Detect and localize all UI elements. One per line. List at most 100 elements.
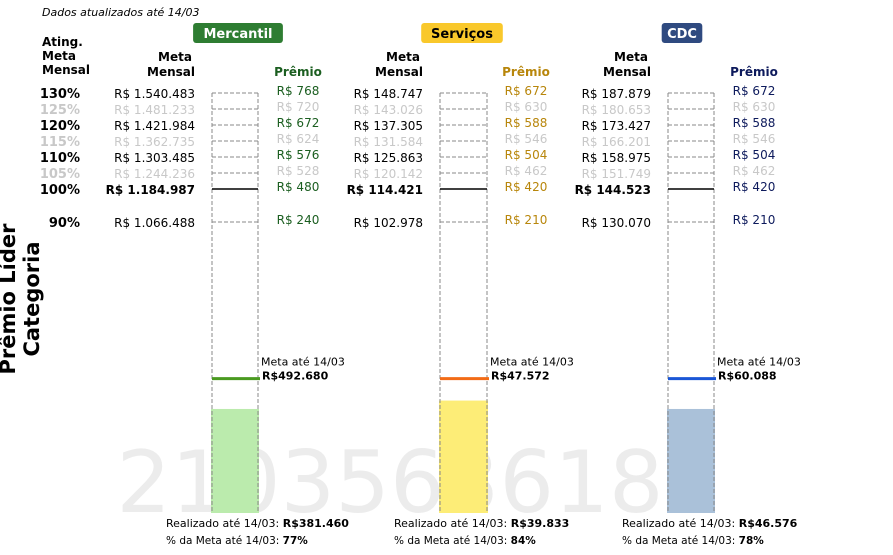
pct-meta-text: % da Meta até 14/03: 78% [622, 535, 764, 547]
premio-value: R$ 624 [277, 132, 320, 146]
premio-header: Prêmio [274, 65, 322, 79]
pct-meta-text: % da Meta até 14/03: 77% [166, 535, 308, 547]
meta-header: Mensal [603, 65, 651, 79]
meta-value: R$ 187.879 [582, 87, 651, 101]
meta-value: R$ 1.303.485 [114, 151, 195, 165]
level-label: 120% [40, 119, 80, 134]
meta-value: R$ 1.362.735 [114, 135, 195, 149]
meta-value: R$ 180.653 [582, 103, 651, 117]
meta-ate-value: R$492.680 [262, 370, 329, 383]
meta-value: R$ 144.523 [575, 183, 651, 197]
premio-value: R$ 546 [505, 132, 548, 146]
meta-ate-value: R$60.088 [718, 370, 777, 383]
meta-value: R$ 158.975 [582, 151, 651, 165]
left-header-line: Meta [42, 49, 76, 63]
meta-value: R$ 1.481.233 [114, 103, 195, 117]
updated-note: Dados atualizados até 14/03 [42, 6, 200, 19]
premio-value: R$ 210 [505, 213, 548, 227]
level-label: 110% [40, 151, 80, 166]
pct-meta-label: % da Meta até 14/03: [166, 535, 283, 547]
premio-value: R$ 240 [277, 213, 320, 227]
pct-meta-value: 84% [511, 535, 537, 547]
left-header-line: Mensal [42, 63, 90, 77]
premio-value: R$ 588 [505, 116, 548, 130]
premio-value: R$ 672 [505, 84, 548, 98]
meta-value: R$ 166.201 [582, 135, 651, 149]
meta-value: R$ 137.305 [354, 119, 423, 133]
pct-meta-value: 77% [283, 535, 309, 547]
premio-value: R$ 504 [505, 148, 548, 162]
category-badge [193, 23, 283, 43]
category-badge [421, 23, 503, 43]
premio-value: R$ 420 [733, 180, 776, 194]
meta-value: R$ 1.540.483 [114, 87, 195, 101]
level-label: 125% [40, 103, 80, 118]
premio-value: R$ 576 [277, 148, 320, 162]
category-badge-label: Serviços [431, 27, 493, 42]
meta-value: R$ 1.184.987 [106, 183, 195, 197]
realizado-text: Realizado até 14/03: R$381.460 [166, 517, 349, 530]
meta-value: R$ 114.421 [347, 183, 423, 197]
meta-header: Mensal [147, 65, 195, 79]
watermark: 2103563618 [116, 433, 663, 533]
realizado-text: Realizado até 14/03: R$39.833 [394, 517, 569, 530]
realizado-label: Realizado até 14/03: [622, 517, 739, 530]
premio-value: R$ 528 [277, 164, 320, 178]
realizado-value: R$46.576 [739, 517, 798, 530]
pct-meta-label: % da Meta até 14/03: [622, 535, 739, 547]
premio-value: R$ 462 [505, 164, 548, 178]
premio-header: Prêmio [730, 65, 778, 79]
meta-ate-label: Meta até 14/03 [261, 356, 345, 369]
meta-value: R$ 102.978 [354, 216, 423, 230]
category-badge-label: Mercantil [203, 27, 272, 42]
realizado-label: Realizado até 14/03: [166, 517, 283, 530]
y-axis-title: Prêmio Líder Categoria [0, 223, 44, 375]
meta-value: R$ 125.863 [354, 151, 423, 165]
realizado-text: Realizado até 14/03: R$46.576 [622, 517, 798, 530]
meta-ate-value: R$47.572 [491, 370, 550, 383]
pct-meta-text: % da Meta até 14/03: 84% [394, 535, 536, 547]
premio-value: R$ 504 [733, 148, 776, 162]
premio-value: R$ 720 [277, 100, 320, 114]
meta-value: R$ 120.142 [354, 167, 423, 181]
premio-value: R$ 630 [505, 100, 548, 114]
meta-value: R$ 1.066.488 [114, 216, 195, 230]
premio-value: R$ 546 [733, 132, 776, 146]
realizado-value: R$39.833 [511, 517, 570, 530]
meta-value: R$ 1.421.984 [114, 119, 195, 133]
level-label: 105% [40, 167, 80, 182]
meta-value: R$ 173.427 [582, 119, 651, 133]
pct-meta-value: 78% [739, 535, 765, 547]
premio-value: R$ 672 [733, 84, 776, 98]
premio-value: R$ 420 [505, 180, 548, 194]
premio-header: Prêmio [502, 65, 550, 79]
meta-ate-label: Meta até 14/03 [717, 356, 801, 369]
realizado-value: R$381.460 [283, 517, 350, 530]
level-label: 115% [40, 135, 80, 150]
meta-header: Meta [386, 50, 420, 64]
left-header-line: Ating. [42, 35, 83, 49]
meta-value: R$ 131.584 [354, 135, 423, 149]
premio-value: R$ 210 [733, 213, 776, 227]
premio-value: R$ 672 [277, 116, 320, 130]
pct-meta-label: % da Meta até 14/03: [394, 535, 511, 547]
meta-header: Meta [614, 50, 648, 64]
premio-value: R$ 630 [733, 100, 776, 114]
premio-value: R$ 480 [277, 180, 320, 194]
category-badge [661, 23, 703, 43]
level-label: 90% [49, 216, 80, 231]
meta-header: Meta [158, 50, 192, 64]
meta-value: R$ 143.026 [354, 103, 423, 117]
level-label: 130% [40, 87, 80, 102]
premio-value: R$ 462 [733, 164, 776, 178]
premio-value: R$ 588 [733, 116, 776, 130]
meta-value: R$ 151.749 [582, 167, 651, 181]
meta-value: R$ 130.070 [582, 216, 651, 230]
premio-value: R$ 768 [277, 84, 320, 98]
realizado-bar [667, 408, 715, 513]
realizado-bar [439, 400, 488, 513]
meta-ate-label: Meta até 14/03 [490, 356, 574, 369]
realizado-bar [211, 408, 259, 513]
category-badge-label: CDC [667, 27, 697, 42]
